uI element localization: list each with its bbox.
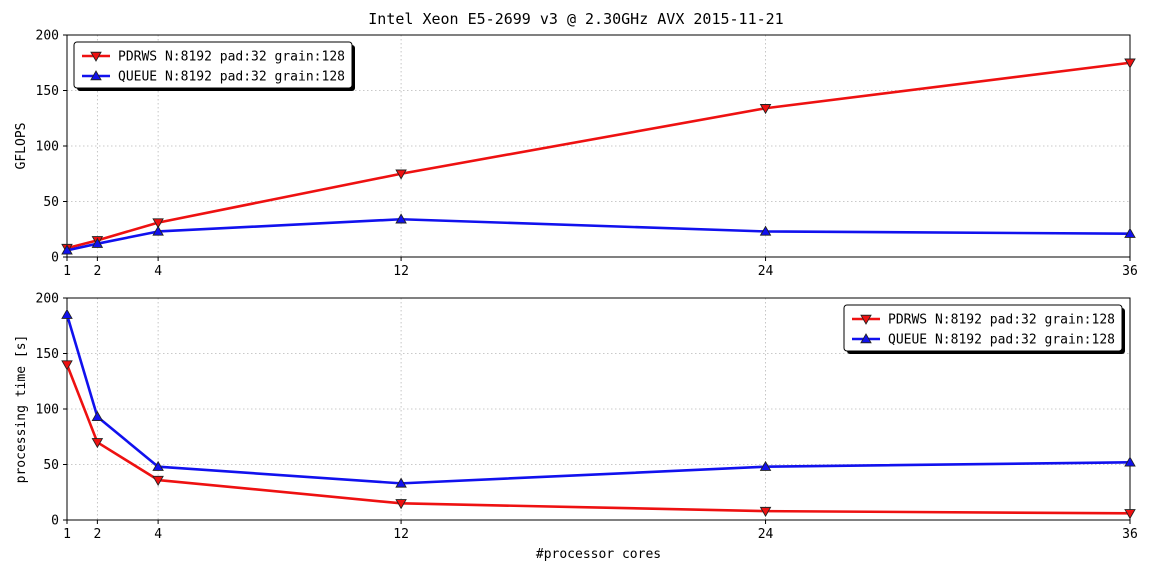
- y-tick-label: 200: [36, 292, 59, 307]
- data-point: [152, 225, 164, 236]
- data-point: [395, 169, 407, 180]
- y-tick-label: 200: [36, 29, 59, 44]
- x-tick-label: 12: [393, 527, 409, 542]
- data-point: [61, 308, 73, 319]
- legend-label: QUEUE N:8192 pad:32 grain:128: [118, 70, 345, 85]
- y-tick-label: 150: [36, 347, 59, 362]
- data-point: [759, 225, 772, 236]
- y-tick-label: 0: [51, 514, 59, 529]
- y-tick-label: 100: [36, 140, 59, 155]
- x-axis-label: #processor cores: [536, 547, 661, 562]
- data-point: [759, 460, 772, 471]
- legend-marker: [860, 333, 872, 344]
- data-point: [759, 104, 772, 115]
- x-tick-label: 36: [1122, 527, 1138, 542]
- data-point: [61, 244, 73, 255]
- data-point: [395, 477, 407, 488]
- data-point: [1124, 58, 1136, 69]
- x-tick-label: 1: [63, 264, 71, 279]
- y-tick-label: 50: [43, 195, 59, 210]
- data-point: [91, 438, 104, 449]
- legend-entry: PDRWS N:8192 pad:32 grain:128: [82, 50, 345, 65]
- legend-label: PDRWS N:8192 pad:32 grain:128: [118, 50, 345, 65]
- figure-title: Intel Xeon E5-2699 v3 @ 2.30GHz AVX 2015…: [368, 10, 783, 28]
- series-line: [66, 61, 1131, 250]
- data-point: [152, 460, 164, 471]
- legend-label: QUEUE N:8192 pad:32 grain:128: [888, 333, 1115, 348]
- series-line: [66, 217, 1131, 252]
- x-tick-label: 24: [758, 527, 774, 542]
- x-tick-label: 2: [93, 527, 101, 542]
- data-point: [61, 360, 73, 371]
- x-tick-label: 12: [393, 264, 409, 279]
- series-queue-n-8192-pad-32-grain-128: [61, 213, 1136, 255]
- y-tick-label: 150: [36, 84, 59, 99]
- series-line: [65, 314, 1131, 485]
- series-pdrws-n-8192-pad-32-grain-128: [61, 58, 1136, 255]
- data-point: [152, 475, 164, 486]
- x-tick-label: 2: [93, 264, 101, 279]
- data-point: [91, 410, 104, 421]
- data-point: [1124, 509, 1136, 520]
- data-point: [759, 506, 772, 518]
- legend-entry: PDRWS N:8192 pad:32 grain:128: [852, 313, 1115, 328]
- legend: PDRWS N:8192 pad:32 grain:128 QUEUE N:819…: [73, 41, 355, 91]
- x-tick-label: 36: [1122, 264, 1138, 279]
- legend-box: [73, 41, 353, 89]
- data-point: [395, 499, 407, 510]
- data-point: [1124, 456, 1136, 467]
- data-point: [1124, 227, 1136, 238]
- legend-label: PDRWS N:8192 pad:32 grain:128: [888, 313, 1115, 328]
- legend-marker: [90, 70, 102, 81]
- data-point: [395, 213, 407, 224]
- x-tick-label: 4: [154, 264, 162, 279]
- legend: PDRWS N:8192 pad:32 grain:128 QUEUE N:819…: [843, 304, 1125, 354]
- legend-entry: QUEUE N:8192 pad:32 grain:128: [852, 333, 1115, 348]
- y-axis-label: GFLOPS: [14, 123, 29, 170]
- y-axis-label: processing time [s]: [14, 335, 29, 484]
- legend-entry: QUEUE N:8192 pad:32 grain:128: [82, 70, 345, 85]
- x-tick-label: 1: [63, 527, 71, 542]
- series-queue-n-8192-pad-32-grain-128: [61, 308, 1136, 488]
- y-tick-label: 100: [36, 403, 59, 418]
- y-tick-label: 50: [43, 458, 59, 473]
- series-pdrws-n-8192-pad-32-grain-128: [61, 360, 1136, 520]
- legend-marker: [860, 314, 872, 325]
- data-point: [152, 218, 164, 229]
- y-tick-label: 0: [51, 251, 59, 266]
- x-tick-label: 24: [758, 264, 774, 279]
- series-line: [65, 364, 1131, 515]
- data-point: [91, 237, 104, 248]
- x-tick-label: 4: [154, 527, 162, 542]
- legend-marker: [90, 51, 102, 62]
- legend-box: [843, 304, 1123, 352]
